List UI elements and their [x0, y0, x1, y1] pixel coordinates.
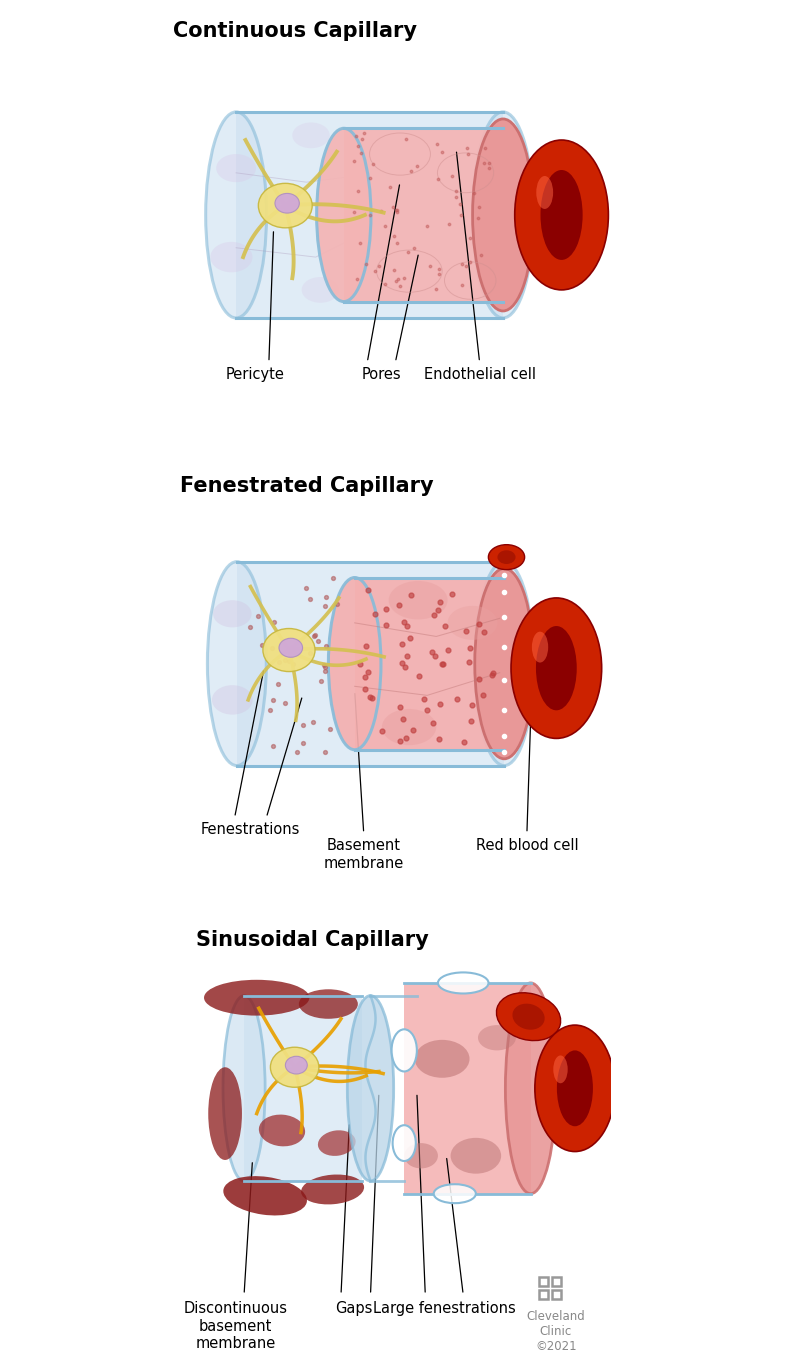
Ellipse shape	[292, 122, 330, 148]
Ellipse shape	[513, 1004, 545, 1030]
Ellipse shape	[511, 598, 602, 738]
Bar	[539, 1277, 548, 1287]
Ellipse shape	[301, 1174, 364, 1204]
Ellipse shape	[207, 561, 266, 765]
Ellipse shape	[474, 561, 534, 765]
Ellipse shape	[347, 996, 394, 1181]
Ellipse shape	[213, 601, 251, 628]
Ellipse shape	[434, 1184, 476, 1203]
Bar	[552, 1290, 561, 1299]
Ellipse shape	[389, 580, 447, 620]
Ellipse shape	[473, 120, 534, 311]
Ellipse shape	[328, 578, 381, 750]
Text: Basement
membrane: Basement membrane	[324, 839, 404, 871]
Ellipse shape	[535, 1025, 615, 1151]
Ellipse shape	[478, 1025, 516, 1051]
Text: Fenestrations: Fenestrations	[201, 822, 300, 837]
Ellipse shape	[391, 1029, 417, 1071]
Ellipse shape	[488, 545, 525, 569]
Ellipse shape	[536, 626, 577, 711]
Ellipse shape	[270, 1048, 319, 1087]
Ellipse shape	[258, 183, 312, 228]
Ellipse shape	[275, 193, 299, 213]
Ellipse shape	[438, 973, 489, 993]
Ellipse shape	[450, 1137, 501, 1174]
Ellipse shape	[473, 111, 534, 318]
Ellipse shape	[514, 140, 608, 289]
Ellipse shape	[208, 1067, 242, 1161]
Text: Pores: Pores	[362, 367, 401, 382]
Ellipse shape	[263, 628, 315, 671]
Text: Endothelial cell: Endothelial cell	[424, 367, 536, 382]
Ellipse shape	[506, 983, 556, 1193]
Ellipse shape	[541, 170, 582, 260]
Bar	[552, 1277, 561, 1287]
Ellipse shape	[474, 568, 534, 758]
Text: Cleveland
Clinic
©2021: Cleveland Clinic ©2021	[526, 1310, 586, 1352]
Ellipse shape	[223, 1176, 307, 1215]
Ellipse shape	[557, 1051, 593, 1127]
FancyBboxPatch shape	[344, 128, 503, 302]
Ellipse shape	[216, 154, 256, 182]
Polygon shape	[404, 983, 530, 1193]
Text: Large fenestrations: Large fenestrations	[373, 1301, 516, 1316]
Text: Fenestrated Capillary: Fenestrated Capillary	[180, 476, 434, 496]
FancyBboxPatch shape	[354, 578, 504, 750]
FancyBboxPatch shape	[236, 111, 503, 318]
Ellipse shape	[317, 128, 371, 302]
Ellipse shape	[204, 980, 310, 1015]
Ellipse shape	[447, 606, 498, 640]
Ellipse shape	[259, 1114, 305, 1147]
Ellipse shape	[382, 709, 436, 745]
Text: Gaps: Gaps	[335, 1301, 372, 1316]
Ellipse shape	[210, 242, 253, 272]
Ellipse shape	[302, 277, 339, 303]
Ellipse shape	[554, 1056, 568, 1083]
Ellipse shape	[212, 685, 253, 715]
Ellipse shape	[299, 989, 358, 1019]
Ellipse shape	[498, 550, 515, 564]
Ellipse shape	[536, 177, 553, 209]
Text: Sinusoidal Capillary: Sinusoidal Capillary	[195, 931, 428, 950]
Bar	[539, 1290, 548, 1299]
Ellipse shape	[279, 639, 302, 658]
Text: Pericyte: Pericyte	[226, 367, 284, 382]
FancyBboxPatch shape	[237, 561, 504, 765]
Ellipse shape	[404, 1143, 438, 1169]
Ellipse shape	[318, 1131, 356, 1157]
Ellipse shape	[532, 632, 548, 663]
Ellipse shape	[223, 996, 265, 1181]
Ellipse shape	[393, 1125, 416, 1161]
Ellipse shape	[206, 111, 266, 318]
Text: Red blood cell: Red blood cell	[475, 839, 578, 853]
Polygon shape	[244, 996, 362, 1181]
Ellipse shape	[414, 1040, 470, 1078]
Ellipse shape	[497, 992, 561, 1041]
Text: Continuous Capillary: Continuous Capillary	[173, 20, 417, 41]
Text: Discontinuous
basement
membrane: Discontinuous basement membrane	[184, 1301, 288, 1351]
Ellipse shape	[286, 1056, 307, 1074]
